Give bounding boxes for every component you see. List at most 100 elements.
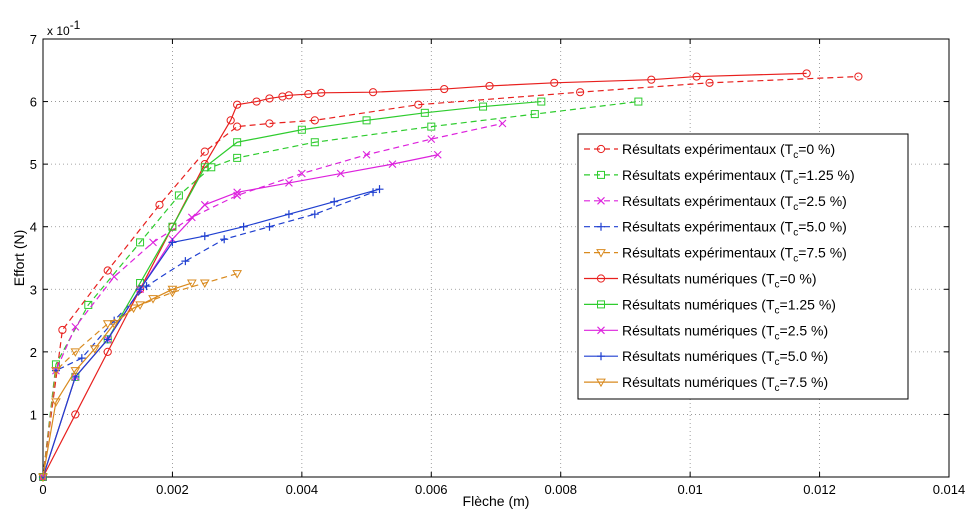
y-tick-label: 1 — [30, 407, 37, 422]
data-point — [103, 335, 112, 344]
data-point — [692, 72, 701, 81]
x-tick-label: 0.014 — [933, 482, 966, 497]
data-point — [168, 238, 177, 247]
data-point — [433, 150, 442, 159]
series-3 — [39, 188, 378, 481]
legend-label: Résultats numériques (Tc=2.5 %) — [622, 322, 828, 342]
series-layer — [38, 69, 863, 483]
data-point — [149, 238, 157, 247]
data-point — [58, 325, 67, 335]
data-point — [596, 144, 606, 154]
data-point — [136, 285, 145, 294]
data-point — [71, 322, 80, 331]
data-point — [597, 222, 605, 231]
series-line — [42, 282, 193, 478]
series-line — [42, 75, 859, 478]
legend-item: Résultats expérimentaux (Tc=2.5 %) — [584, 193, 847, 213]
x-tick-label: 0.006 — [415, 482, 448, 497]
data-point — [233, 122, 242, 131]
data-point — [427, 122, 436, 131]
series-4 — [38, 270, 243, 483]
data-point — [440, 84, 449, 94]
data-point — [226, 116, 235, 125]
data-point — [233, 138, 242, 147]
data-point — [479, 102, 488, 111]
grid-layer — [43, 39, 949, 477]
data-point — [233, 188, 242, 197]
data-point — [597, 170, 605, 179]
y-tick-label: 6 — [30, 95, 37, 110]
data-point — [103, 347, 112, 356]
data-point — [362, 150, 371, 159]
data-point — [110, 272, 119, 281]
data-point — [530, 110, 539, 119]
data-point — [181, 257, 190, 266]
data-point — [70, 348, 81, 357]
data-point — [199, 279, 210, 289]
y-tick-label: 5 — [30, 157, 37, 172]
data-point — [200, 232, 209, 241]
data-point — [200, 163, 209, 172]
data-point — [597, 300, 605, 309]
data-point — [187, 213, 196, 222]
x-tick-label: 0.008 — [544, 482, 577, 497]
data-point — [148, 295, 158, 304]
data-point — [597, 196, 605, 205]
data-point — [285, 179, 293, 187]
series-line — [42, 122, 503, 478]
data-point — [634, 97, 643, 106]
data-point — [200, 200, 209, 209]
data-point — [109, 320, 120, 329]
data-point — [278, 92, 287, 101]
legend-item: Résultats numériques (Tc=7.5 %) — [584, 374, 828, 394]
x-tick-label: 0.002 — [156, 482, 189, 497]
y-axis-title: Effort (N) — [11, 230, 27, 287]
series-line — [42, 72, 807, 478]
legend-item: Résultats numériques (Tc=5.0 %) — [584, 348, 828, 368]
data-point — [550, 78, 559, 87]
data-point — [297, 125, 306, 134]
data-point — [854, 72, 863, 81]
data-point — [233, 153, 242, 162]
x-tick-label: 0.01 — [677, 482, 702, 497]
legend-label: Résultats expérimentaux (Tc=7.5 %) — [622, 245, 847, 265]
data-point — [362, 116, 371, 125]
data-point — [186, 279, 197, 289]
y-tick-label: 4 — [30, 220, 37, 235]
data-point — [252, 97, 261, 106]
data-point — [420, 108, 429, 117]
data-point — [207, 163, 216, 172]
data-point — [265, 94, 274, 103]
data-point — [51, 367, 61, 376]
data-point — [89, 345, 100, 354]
data-point — [128, 304, 139, 314]
legend-layer: Résultats expérimentaux (Tc=0 %) Résultat… — [577, 133, 909, 400]
series-9 — [38, 279, 197, 483]
legend-label: Résultats expérimentaux (Tc=0 %) — [622, 141, 835, 161]
ticks-layer: 0 0.002 0.004 0.006 0.008 0.01 0.012 0.014 0 1 2 3 4… — [30, 32, 966, 497]
data-point — [71, 410, 80, 419]
data-point — [317, 88, 326, 97]
data-point — [388, 160, 397, 169]
data-point — [232, 270, 243, 279]
series-7 — [39, 150, 442, 481]
data-point — [597, 326, 605, 335]
y-tick-label: 7 — [30, 32, 37, 47]
data-point — [310, 138, 319, 147]
data-point — [220, 235, 229, 244]
data-point — [284, 210, 293, 219]
data-point — [70, 367, 81, 376]
legend-label: Résultats expérimentaux (Tc=1.25 %) — [622, 167, 855, 187]
legend-label: Résultats expérimentaux (Tc=5.0 %) — [622, 219, 847, 239]
data-point — [136, 238, 145, 247]
data-point — [310, 210, 319, 219]
data-point — [705, 78, 714, 87]
series-8 — [39, 185, 384, 481]
legend-item: Résultats expérimentaux (Tc=0 %) — [584, 141, 835, 161]
legend-item: Résultats expérimentaux (Tc=7.5 %) — [584, 245, 847, 265]
data-point — [103, 266, 112, 275]
legend-box — [577, 133, 909, 400]
data-point — [576, 88, 585, 97]
